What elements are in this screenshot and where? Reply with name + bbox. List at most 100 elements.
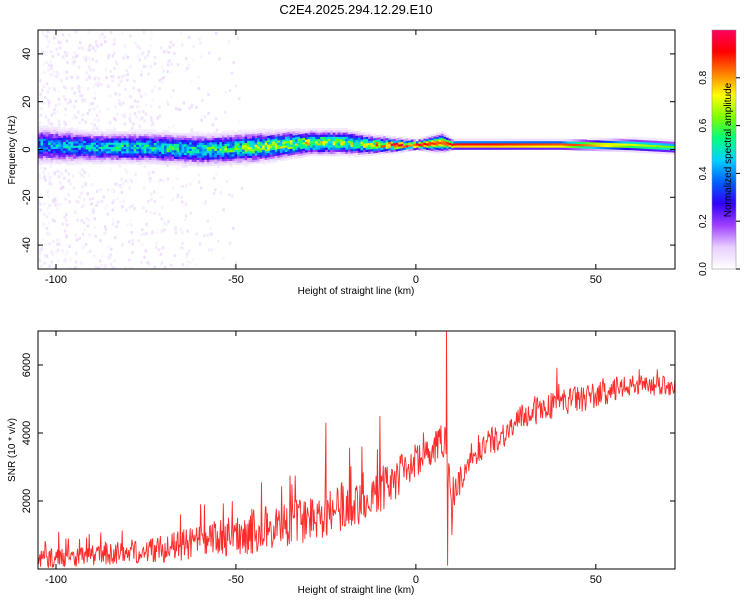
- heatmap-cell: [380, 136, 384, 140]
- heatmap-cell: [302, 152, 306, 156]
- heatmap-speck: [177, 108, 180, 111]
- heatmap-cell: [519, 145, 523, 148]
- heatmap-cell: [337, 138, 341, 142]
- heatmap-cell: [118, 161, 122, 165]
- heatmap-cell: [466, 145, 470, 148]
- heatmap-cell: [85, 131, 89, 135]
- heatmap-cell: [436, 132, 439, 135]
- heatmap-cell: [219, 143, 223, 147]
- heatmap-cell: [436, 145, 439, 148]
- heatmap-cell: [670, 139, 674, 142]
- heatmap-cell: [551, 147, 555, 150]
- heatmap-cell: [128, 142, 132, 145]
- heatmap-cell: [254, 152, 258, 156]
- heatmap-cell: [156, 149, 160, 152]
- heatmap-cell: [83, 134, 87, 137]
- heatmap-cell: [274, 129, 278, 133]
- heatmap-cell: [158, 151, 162, 154]
- heatmap-cell: [340, 151, 344, 155]
- heatmap-cell: [232, 160, 235, 163]
- heatmap-speck: [57, 242, 60, 246]
- heatmap-cell: [229, 143, 233, 146]
- heatmap-cell: [559, 147, 563, 150]
- heatmap-cell: [60, 131, 64, 134]
- heatmap-cell: [428, 141, 432, 144]
- heatmap-cell: [169, 138, 172, 142]
- heatmap-speck: [61, 185, 64, 189]
- heatmap-speck: [74, 99, 78, 103]
- heatmap-cell: [398, 146, 402, 149]
- heatmap-speck: [64, 107, 67, 111]
- heatmap-cell: [494, 147, 497, 150]
- colorbar-tick-label: 0.4: [698, 166, 709, 180]
- heatmap-cell: [589, 141, 593, 145]
- heatmap-cell: [375, 152, 379, 155]
- heatmap-cell: [289, 157, 293, 160]
- heatmap-cell: [199, 163, 203, 167]
- heatmap-cell: [635, 139, 638, 142]
- heatmap-cell: [373, 135, 376, 139]
- heatmap-cell: [121, 161, 124, 165]
- heatmap-speck: [144, 112, 148, 116]
- heatmap-cell: [201, 159, 205, 163]
- heatmap-speck: [131, 242, 134, 246]
- heatmap-speck: [48, 86, 51, 90]
- heatmap-cell: [199, 133, 203, 137]
- heatmap-cell: [108, 135, 112, 139]
- heatmap-cell: [78, 153, 82, 157]
- heatmap-cell: [196, 133, 200, 137]
- heatmap-cell: [305, 152, 308, 155]
- heatmap-cell: [521, 140, 525, 144]
- heatmap-speck: [92, 107, 96, 111]
- heatmap-cell: [63, 141, 67, 145]
- heatmap-cell: [456, 140, 460, 144]
- heatmap-speck: [96, 104, 99, 108]
- heatmap-cell: [310, 153, 313, 157]
- heatmap-cell: [249, 148, 253, 152]
- heatmap-cell: [237, 149, 240, 152]
- heatmap-cell: [433, 151, 437, 154]
- heatmap-cell: [539, 138, 543, 142]
- heatmap-cell: [63, 160, 67, 164]
- heatmap-cell: [73, 132, 77, 135]
- heatmap-speck: [65, 234, 68, 238]
- heatmap-cell: [123, 146, 127, 150]
- heatmap-cell: [103, 133, 107, 137]
- heatmap-cell: [166, 138, 170, 142]
- heatmap-cell: [123, 133, 127, 137]
- heatmap-speck: [143, 187, 146, 190]
- heatmap-cell: [70, 141, 74, 144]
- heatmap-cell: [75, 132, 79, 135]
- heatmap-cell: [322, 127, 326, 131]
- heatmap-cell: [118, 135, 122, 139]
- heatmap-cell: [277, 155, 281, 158]
- heatmap-cell: [224, 139, 228, 142]
- heatmap-cell: [277, 137, 281, 141]
- heatmap-cell: [272, 136, 276, 140]
- heatmap-cell: [131, 144, 135, 147]
- heatmap-speck: [158, 105, 161, 109]
- heatmap-cell: [529, 138, 533, 142]
- heatmap-cell: [662, 147, 666, 150]
- heatmap-cell: [68, 149, 72, 153]
- heatmap-cell: [300, 150, 303, 154]
- heatmap-cell: [287, 151, 291, 154]
- heatmap-cell: [519, 147, 523, 150]
- heatmap-speck: [76, 54, 79, 58]
- heatmap-speck: [39, 92, 42, 96]
- heatmap-cell: [655, 140, 659, 143]
- heatmap-cell: [259, 145, 263, 148]
- heatmap-cell: [73, 134, 77, 138]
- heatmap-cell: [667, 141, 671, 144]
- heatmap-cell: [239, 145, 243, 148]
- heatmap-cell: [156, 147, 160, 150]
- heatmap-cell: [55, 142, 59, 145]
- heatmap-cell: [138, 159, 142, 162]
- heatmap-cell: [78, 147, 82, 150]
- heatmap-speck: [45, 37, 49, 41]
- heatmap-cell: [592, 139, 596, 143]
- heatmap-cell: [274, 151, 278, 154]
- heatmap-cell: [232, 143, 235, 146]
- heatmap-cell: [138, 133, 142, 137]
- heatmap-cell: [141, 146, 145, 150]
